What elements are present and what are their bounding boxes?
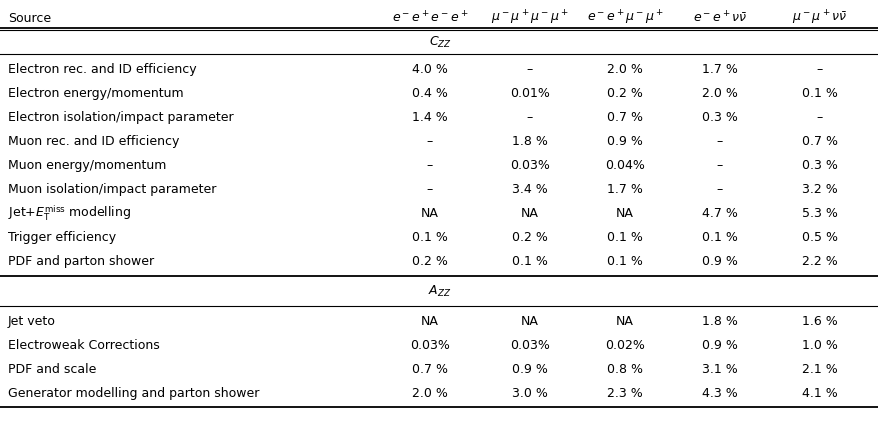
Text: 0.1 %: 0.1 %: [412, 231, 448, 244]
Text: 2.0 %: 2.0 %: [412, 387, 448, 399]
Text: –: –: [526, 63, 533, 76]
Text: NA: NA: [421, 314, 438, 328]
Text: 0.5 %: 0.5 %: [801, 231, 837, 244]
Text: $e^-e^+\mu^-\mu^+$: $e^-e^+\mu^-\mu^+$: [586, 9, 663, 27]
Text: $\mu^-\mu^+\mu^-\mu^+$: $\mu^-\mu^+\mu^-\mu^+$: [491, 9, 568, 27]
Text: 0.2 %: 0.2 %: [512, 231, 547, 244]
Text: –: –: [427, 159, 433, 172]
Text: –: –: [716, 159, 723, 172]
Text: Jet veto: Jet veto: [8, 314, 56, 328]
Text: NA: NA: [421, 207, 438, 220]
Text: Trigger efficiency: Trigger efficiency: [8, 231, 116, 244]
Text: PDF and parton shower: PDF and parton shower: [8, 255, 154, 268]
Text: 3.2 %: 3.2 %: [802, 183, 837, 196]
Text: –: –: [526, 111, 533, 124]
Text: NA: NA: [615, 314, 633, 328]
Text: 0.1 %: 0.1 %: [607, 255, 642, 268]
Text: 3.0 %: 3.0 %: [512, 387, 547, 399]
Text: 3.1 %: 3.1 %: [702, 363, 737, 376]
Text: 0.03%: 0.03%: [410, 339, 450, 352]
Text: 0.8 %: 0.8 %: [607, 363, 643, 376]
Text: Jet+$E_{\mathrm{T}}^{\mathrm{miss}}$ modelling: Jet+$E_{\mathrm{T}}^{\mathrm{miss}}$ mod…: [8, 204, 131, 223]
Text: 2.0 %: 2.0 %: [702, 87, 738, 100]
Text: 2.0 %: 2.0 %: [607, 63, 642, 76]
Text: 0.2 %: 0.2 %: [607, 87, 642, 100]
Text: Electron rec. and ID efficiency: Electron rec. and ID efficiency: [8, 63, 197, 76]
Text: 0.2 %: 0.2 %: [412, 255, 448, 268]
Text: 0.4 %: 0.4 %: [412, 87, 448, 100]
Text: Source: Source: [8, 11, 51, 25]
Text: 4.1 %: 4.1 %: [802, 387, 837, 399]
Text: PDF and scale: PDF and scale: [8, 363, 97, 376]
Text: Muon rec. and ID efficiency: Muon rec. and ID efficiency: [8, 135, 179, 148]
Text: Muon isolation/impact parameter: Muon isolation/impact parameter: [8, 183, 216, 196]
Text: 1.8 %: 1.8 %: [512, 135, 547, 148]
Text: 0.7 %: 0.7 %: [607, 111, 643, 124]
Text: 5.3 %: 5.3 %: [801, 207, 837, 220]
Text: $A_{ZZ}$: $A_{ZZ}$: [428, 283, 451, 299]
Text: 0.1 %: 0.1 %: [801, 87, 837, 100]
Text: 2.1 %: 2.1 %: [802, 363, 837, 376]
Text: 1.7 %: 1.7 %: [607, 183, 642, 196]
Text: NA: NA: [521, 207, 538, 220]
Text: 0.9 %: 0.9 %: [607, 135, 642, 148]
Text: Generator modelling and parton shower: Generator modelling and parton shower: [8, 387, 259, 399]
Text: 4.3 %: 4.3 %: [702, 387, 737, 399]
Text: $e^-e^+e^-e^+$: $e^-e^+e^-e^+$: [392, 11, 468, 26]
Text: Electron isolation/impact parameter: Electron isolation/impact parameter: [8, 111, 234, 124]
Text: –: –: [716, 135, 723, 148]
Text: 1.8 %: 1.8 %: [702, 314, 738, 328]
Text: 0.02%: 0.02%: [604, 339, 644, 352]
Text: $C_{ZZ}$: $C_{ZZ}$: [428, 35, 451, 49]
Text: 0.3 %: 0.3 %: [702, 111, 738, 124]
Text: 0.1 %: 0.1 %: [607, 231, 642, 244]
Text: Electron energy/momentum: Electron energy/momentum: [8, 87, 184, 100]
Text: –: –: [716, 183, 723, 196]
Text: 0.9 %: 0.9 %: [702, 255, 738, 268]
Text: 0.03%: 0.03%: [509, 339, 550, 352]
Text: 0.9 %: 0.9 %: [702, 339, 738, 352]
Text: Muon energy/momentum: Muon energy/momentum: [8, 159, 166, 172]
Text: 0.1 %: 0.1 %: [512, 255, 547, 268]
Text: 1.7 %: 1.7 %: [702, 63, 738, 76]
Text: 3.4 %: 3.4 %: [512, 183, 547, 196]
Text: 0.1 %: 0.1 %: [702, 231, 738, 244]
Text: 2.3 %: 2.3 %: [607, 387, 642, 399]
Text: –: –: [427, 135, 433, 148]
Text: –: –: [816, 63, 822, 76]
Text: 0.04%: 0.04%: [604, 159, 644, 172]
Text: –: –: [816, 111, 822, 124]
Text: 0.03%: 0.03%: [509, 159, 550, 172]
Text: 0.7 %: 0.7 %: [412, 363, 448, 376]
Text: $\mu^-\mu^+\nu\bar{\nu}$: $\mu^-\mu^+\nu\bar{\nu}$: [792, 9, 846, 27]
Text: 1.6 %: 1.6 %: [802, 314, 837, 328]
Text: $e^-e^+\nu\bar{\nu}$: $e^-e^+\nu\bar{\nu}$: [692, 11, 746, 26]
Text: 1.4 %: 1.4 %: [412, 111, 448, 124]
Text: 1.0 %: 1.0 %: [801, 339, 837, 352]
Text: 0.9 %: 0.9 %: [512, 363, 547, 376]
Text: NA: NA: [615, 207, 633, 220]
Text: NA: NA: [521, 314, 538, 328]
Text: 0.3 %: 0.3 %: [801, 159, 837, 172]
Text: 2.2 %: 2.2 %: [802, 255, 837, 268]
Text: Electroweak Corrections: Electroweak Corrections: [8, 339, 160, 352]
Text: 0.7 %: 0.7 %: [801, 135, 837, 148]
Text: 4.0 %: 4.0 %: [412, 63, 448, 76]
Text: 4.7 %: 4.7 %: [702, 207, 738, 220]
Text: –: –: [427, 183, 433, 196]
Text: 0.01%: 0.01%: [509, 87, 550, 100]
